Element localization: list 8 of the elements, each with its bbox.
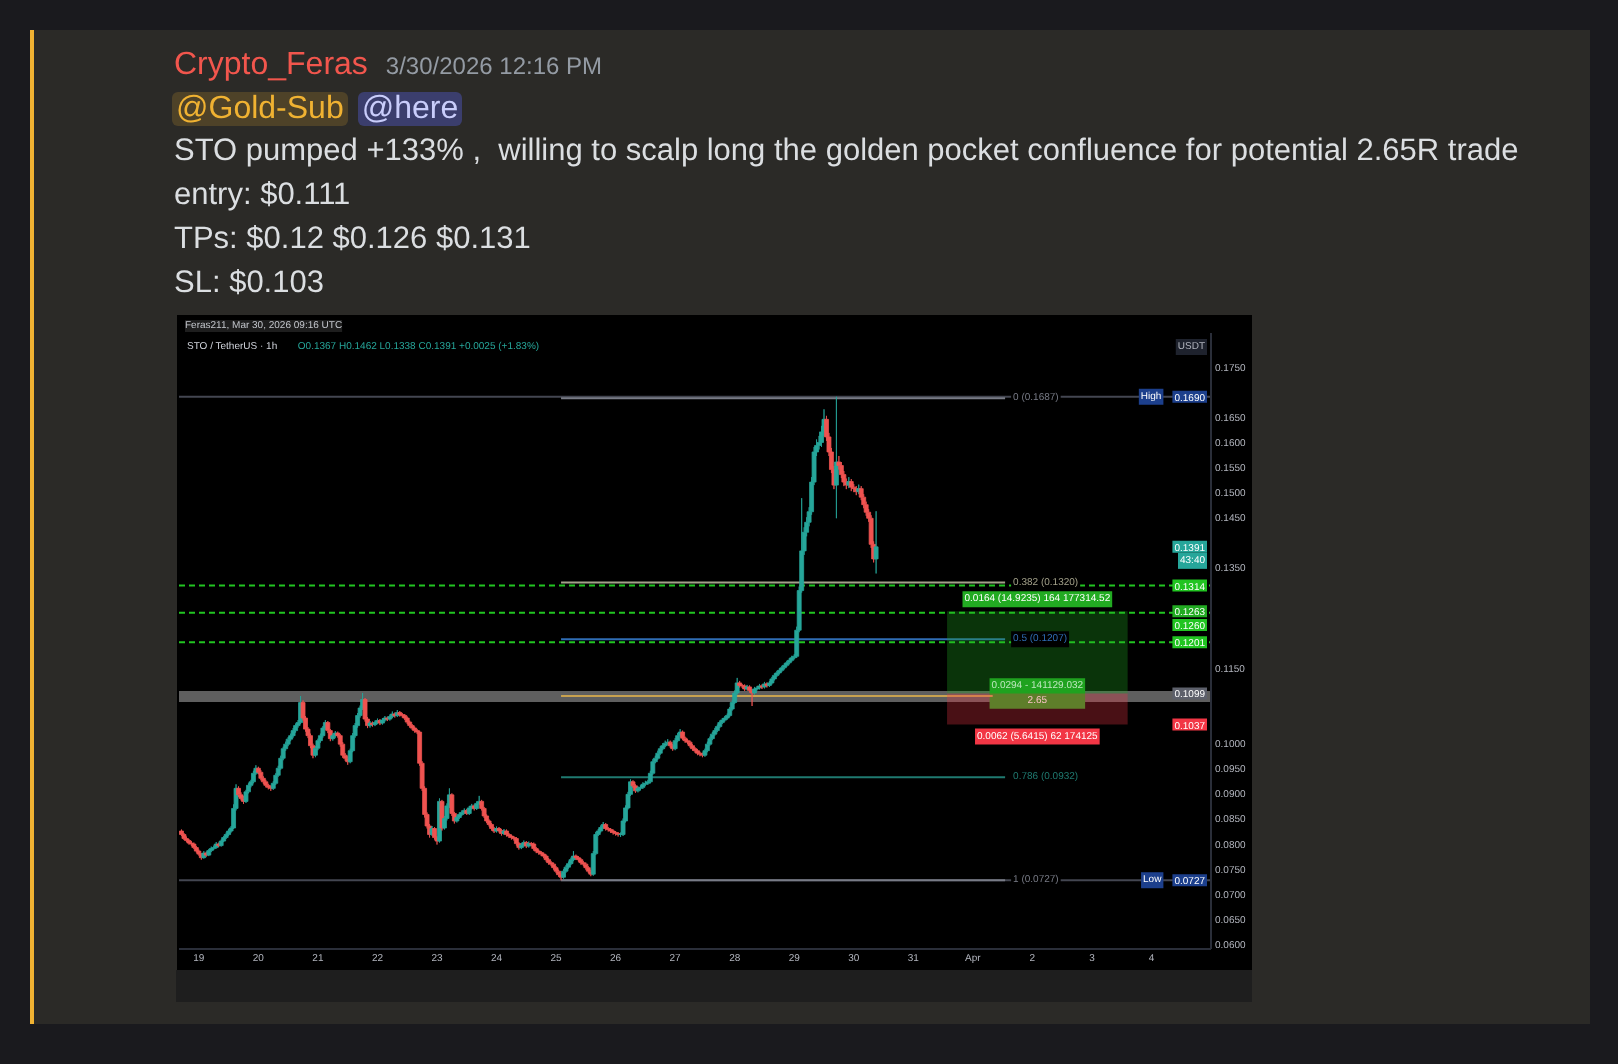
text: STO pumped +133% , willing to scalp long the golden pocket confluence for potential 2.65R trade xyxy=(174,132,1519,172)
text: 3/30/2026 12:16 PM xyxy=(385,52,603,80)
text: Crypto_Feras xyxy=(174,48,368,82)
text: TPs: $0.12 $0.126 $0.131 xyxy=(174,220,531,260)
text: @here xyxy=(357,92,463,126)
text: SL: $0.103 xyxy=(174,264,324,304)
text: @Gold-Sub xyxy=(172,92,348,126)
text: entry: $0.111 xyxy=(174,176,351,216)
